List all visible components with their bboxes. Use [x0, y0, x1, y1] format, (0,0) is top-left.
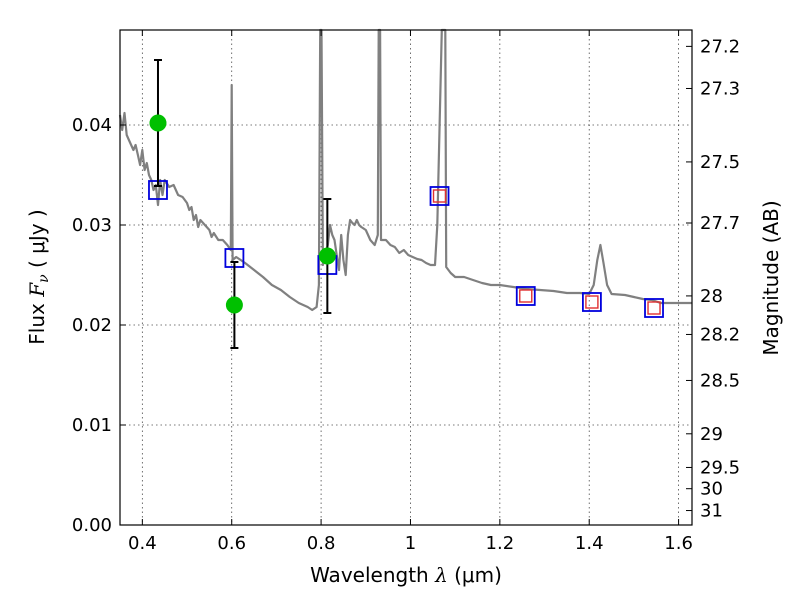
model-photometry-inner-square: [585, 295, 599, 309]
y-tick-label: 0.03: [72, 215, 112, 236]
observed-flux-point: [149, 114, 167, 132]
y-axis-title-subscript: ν: [36, 274, 52, 283]
y-axis-title-symbol: F: [25, 282, 49, 298]
plot-frame: [119, 29, 693, 526]
model-photometry-inner-square: [647, 301, 661, 315]
magnitude-tick-label: 28.2: [700, 324, 740, 345]
x-axis-title-unit: (μm): [454, 563, 502, 587]
grid-lines: [120, 30, 692, 526]
x-tick-label: 1.4: [575, 533, 604, 554]
magnitude-tick-label: 31: [700, 501, 723, 522]
x-tick-label: 0.8: [307, 533, 336, 554]
x-axis-title-symbol: λ: [434, 563, 448, 587]
y-axis-title-prefix: Flux: [25, 303, 49, 345]
x-axis-title-prefix: Wavelength: [310, 563, 429, 587]
model-photometry-square: [429, 186, 450, 206]
x-axis-title: Wavelength λ (μm): [310, 563, 502, 587]
y-axis-title-unit: ( μJy ): [25, 209, 49, 268]
model-photometry-square: [582, 292, 602, 312]
axis-ticks: 0.4 0.6 0.8 1 1.2 1.4 1.6 0.00 0.01 0.02 0.03 0.04 2…: [72, 30, 740, 554]
y-tick-label: 0.00: [72, 515, 112, 536]
magnitude-tick-label: 27.3: [700, 78, 740, 99]
y-axis-title: Flux Fν ( μJy ): [25, 209, 52, 344]
magnitude-tick-label: 29.5: [700, 457, 740, 478]
y-tick-label: 0.01: [72, 415, 112, 436]
magnitude-tick-label: 28: [700, 286, 723, 307]
observed-flux-point: [225, 296, 243, 314]
model-sed-layer: [118, 28, 692, 312]
magnitude-tick-label: 28.5: [700, 370, 740, 391]
x-tick-label: 0.4: [128, 533, 157, 554]
magnitude-tick-label: 27.5: [700, 152, 740, 173]
model-photometry-inner-square: [432, 189, 447, 203]
x-tick-label: 1.2: [486, 533, 515, 554]
magnitude-tick-label: 27.7: [700, 213, 740, 234]
x-tick-label: 1: [405, 533, 416, 554]
observed-flux-point: [318, 247, 336, 265]
model-photometry-square: [644, 298, 664, 318]
x-tick-label: 1.6: [664, 533, 693, 554]
magnitude-tick-label: 30: [700, 479, 723, 500]
y2-axis-title: Magnitude (AB): [759, 200, 783, 355]
magnitude-tick-label: 29: [700, 424, 723, 445]
model-photometry-square: [515, 286, 536, 306]
y-tick-label: 0.02: [72, 315, 112, 336]
x-tick-label: 0.6: [217, 533, 246, 554]
photometry-layer: [148, 59, 664, 349]
y-tick-label: 0.04: [72, 115, 112, 136]
model-sed-line: [118, 28, 692, 312]
model-photometry-inner-square: [519, 289, 533, 303]
magnitude-tick-label: 27.2: [700, 36, 740, 57]
